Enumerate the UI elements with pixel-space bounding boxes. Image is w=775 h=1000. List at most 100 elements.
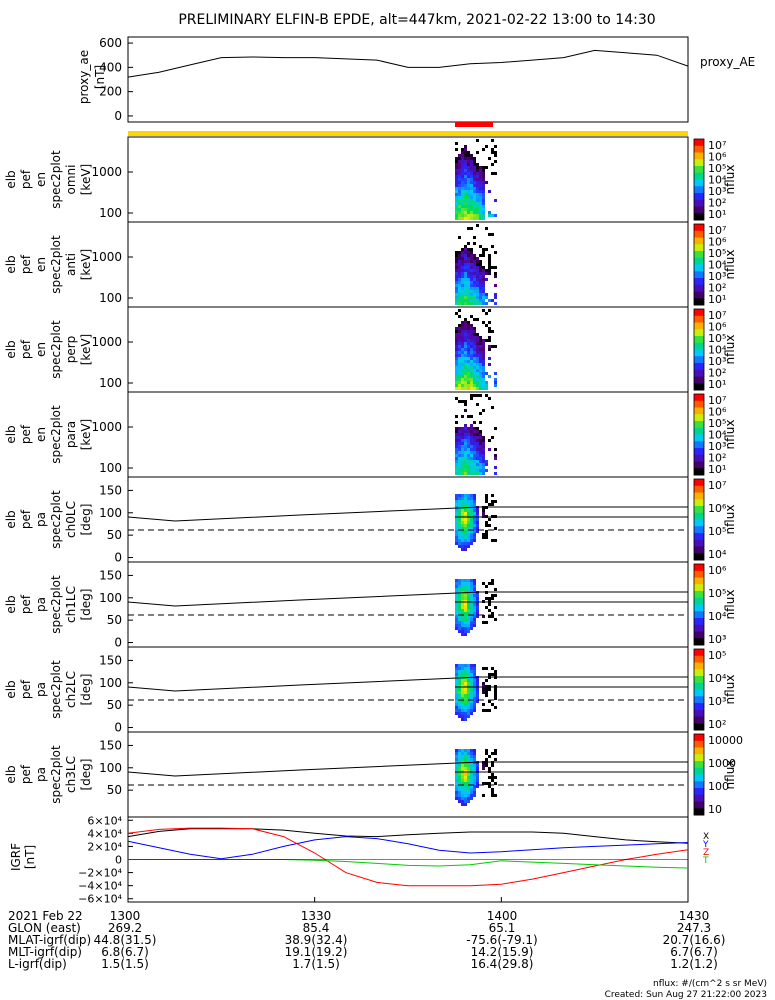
heatmap-cell [479,245,482,248]
y-axis-label: proxy_ae [77,50,91,104]
heatmap-cell [464,400,467,403]
colorbar-frame [693,478,705,561]
y-axis-label-part: [keV] [79,334,93,365]
heatmap-cell [467,624,470,627]
heatmap-cell [485,536,488,539]
heatmap-cell [455,202,458,205]
colorbar-segment [694,139,704,147]
heatmap-cell [482,782,485,785]
heatmap-cell [482,409,485,412]
heatmap-cell [458,287,461,290]
heatmap-cell [476,208,479,211]
colorbar-segment [694,271,704,279]
heatmap-cell [464,800,467,803]
colorbar-segment [694,237,704,245]
heatmap-cell [476,530,479,533]
heatmap-cell [455,700,458,703]
heatmap-cell [491,788,494,791]
heatmap-cell [461,187,464,190]
heatmap-cell [461,524,464,527]
heatmap-cell [467,272,470,275]
heatmap-cell [455,709,458,712]
heatmap-cell [482,281,485,284]
heatmap-cell [461,457,464,460]
heatmap-cell [485,494,488,497]
heatmap-cell [467,342,470,345]
heatmap-cell [470,354,473,357]
heatmap-cell [479,387,482,390]
heatmap-cell [461,400,464,403]
heatmap-cell [470,609,473,612]
heatmap-cell [467,281,470,284]
heatmap-cell [470,758,473,761]
heatmap-cell [467,755,470,758]
footer-row-label: GLON (east) [8,921,81,935]
heatmap-cell [455,466,458,469]
heatmap-cell [470,227,473,230]
colorbar-segment [694,512,704,520]
heatmap-cell [488,582,491,585]
heatmap-cell [467,296,470,299]
heatmap-cell [458,196,461,199]
heatmap-cell [482,691,485,694]
colorbar-segment [694,682,704,690]
colorbar-segment [694,454,704,462]
heatmap-cell [494,378,497,381]
heatmap-cell [455,448,458,451]
y-axis-label-part: elb [4,765,18,783]
heatmap-cell [467,327,470,330]
heatmap-cell [476,615,479,618]
heatmap-cell [464,290,467,293]
heatmap-cell [464,691,467,694]
heatmap-cell [470,782,473,785]
heatmap-cell [458,281,461,284]
heatmap-cell [461,633,464,636]
heatmap-cell [470,621,473,624]
heatmap-cell [482,369,485,372]
heatmap-cell [479,184,482,187]
heatmap-cell [479,214,482,217]
heatmap-cell [473,597,476,600]
heatmap-cell [485,248,488,251]
heatmap-cell [488,299,491,302]
heatmap-cell [461,208,464,211]
heatmap-cell [461,718,464,721]
heatmap-cell [476,454,479,457]
heatmap-cell [473,199,476,202]
heatmap-cell [470,785,473,788]
heatmap-cell [461,606,464,609]
colorbar-segment [694,257,704,265]
heatmap-cell [476,439,479,442]
heatmap-cell [473,448,476,451]
panel-frame [127,391,689,478]
heatmap-cell [491,752,494,755]
colorbar-segment [694,519,704,527]
colorbar-segment [694,716,704,724]
footer-value: 1330 [301,909,332,923]
heatmap-cell [455,445,458,448]
heatmap-cell [482,366,485,369]
heatmap-cell [461,758,464,761]
heatmap-cell [482,512,485,515]
heatmap-cell [470,257,473,260]
heatmap-cell [479,463,482,466]
heatmap-cell [467,527,470,530]
heatmap-cell [464,688,467,691]
heatmap-cell [464,603,467,606]
heatmap-cell [494,758,497,761]
heatmap-cell [485,227,488,230]
footer-row-label: 2021 Feb 22 [8,909,83,923]
heatmap-cell [467,679,470,682]
heatmap-cell [479,451,482,454]
heatmap-cell [473,269,476,272]
heatmap-cell [455,785,458,788]
footer-value: 6.7(6.7) [670,945,718,959]
heatmap-cell [470,791,473,794]
colorbar-tick-label: 10⁶ [708,502,727,515]
heatmap-cell [458,688,461,691]
colorbar-segment [694,564,704,572]
heatmap-cell [461,296,464,299]
y-tick-label: 100 [99,206,122,220]
heatmap-cell [458,278,461,281]
